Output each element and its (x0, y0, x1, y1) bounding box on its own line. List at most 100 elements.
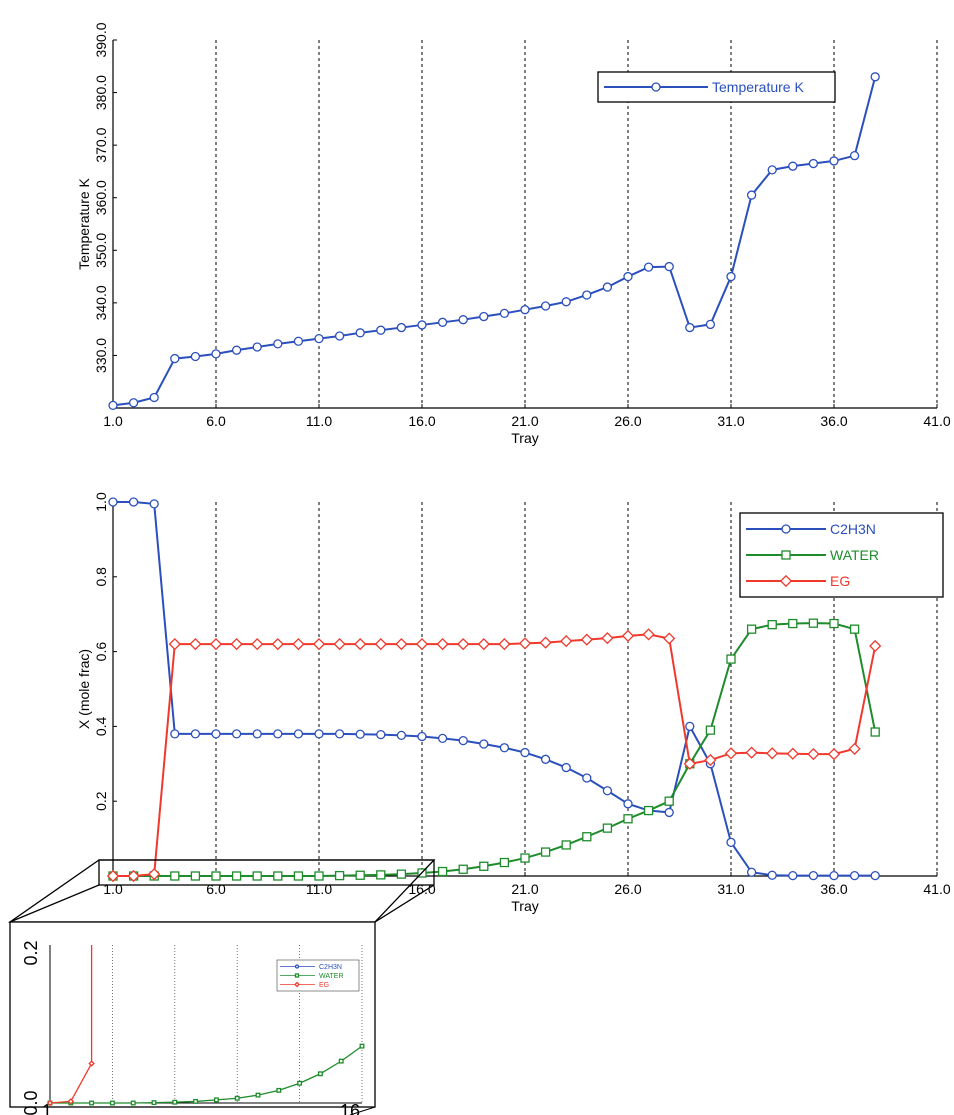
data-point (354, 638, 367, 651)
data-point (297, 1080, 303, 1086)
x-tick-label: 41.0 (923, 881, 950, 897)
data-point (477, 638, 490, 651)
data-point (540, 754, 551, 764)
zoom-projection-tail (349, 1106, 376, 1115)
data-point (685, 721, 695, 732)
data-point (457, 638, 470, 651)
data-point (788, 161, 798, 171)
data-point (560, 635, 573, 648)
data-point (437, 866, 448, 877)
data-point (664, 261, 674, 272)
data-point (396, 322, 407, 333)
x-tick-label: 11.0 (306, 881, 332, 897)
data-point (149, 499, 159, 509)
x-tick-label: 16 (340, 1101, 360, 1115)
data-point (602, 282, 613, 292)
data-point (582, 290, 592, 300)
data-point (458, 864, 468, 874)
data-point (190, 351, 201, 362)
data-point (338, 1058, 344, 1064)
legend-marker (779, 574, 793, 588)
data-point (67, 1098, 75, 1105)
data-point (190, 729, 201, 739)
data-point (151, 1100, 157, 1106)
data-point (292, 638, 305, 651)
data-point (109, 1100, 115, 1106)
legend-label-eg: EG (830, 573, 850, 589)
data-point (561, 840, 571, 850)
data-point (767, 870, 777, 880)
data-point (312, 638, 326, 651)
data-point (704, 753, 717, 767)
legend-label-temperature k: Temperature K (712, 79, 804, 95)
legend: Temperature K (597, 71, 836, 103)
data-point (437, 317, 448, 327)
data-point (808, 870, 819, 881)
x-tick-label: 21.0 (511, 413, 538, 429)
legend-marker (781, 524, 791, 534)
data-point (561, 762, 571, 773)
x-tick-label: 36.0 (820, 881, 847, 897)
data-point (355, 870, 365, 880)
y-tick-label: 340.0 (93, 285, 109, 320)
data-point (231, 871, 242, 881)
data-point (849, 151, 860, 161)
data-point (231, 729, 242, 739)
data-point (479, 861, 489, 871)
x-tick-label: 31.0 (717, 881, 744, 897)
data-point (849, 870, 860, 881)
zoom-projection-edge (9, 884, 100, 923)
x-tick-label: 1 (42, 1101, 52, 1115)
y-tick-label: 380.0 (93, 75, 109, 110)
data-point (273, 871, 283, 881)
legend-label-water: WATER (830, 547, 879, 563)
data-point (395, 638, 408, 651)
data-point (582, 832, 592, 842)
data-point (276, 1087, 282, 1093)
y-tick-label: 0.6 (93, 642, 109, 662)
y-tick-label: 0.0 (21, 1090, 41, 1115)
data-point (827, 747, 841, 761)
data-point (498, 638, 511, 651)
legend-marker (781, 550, 791, 560)
legend: C2H3N WATER EG (739, 512, 944, 598)
data-point (128, 398, 139, 408)
data-point (788, 618, 798, 629)
legend-label-c2h3n: C2H3N (830, 521, 876, 537)
data-point (396, 869, 407, 879)
data-point (89, 1100, 95, 1106)
composition-chart: 1.0 6.0 11.0 16.0 21.0 26.0 31.0 36.0 41.00.20.4… (76, 492, 951, 914)
data-point (209, 638, 223, 651)
data-point (518, 637, 532, 650)
y-axis-title: Temperature K (76, 177, 92, 269)
data-point (499, 743, 510, 753)
data-point (293, 729, 304, 739)
data-point (746, 867, 757, 877)
data-point (359, 1043, 365, 1049)
data-point (170, 729, 180, 739)
data-point (417, 731, 427, 742)
inset-zoom-chart: 1 16 0.0 0.2 C2H3N WATER EG (21, 940, 365, 1115)
series-line-water (50, 1045, 363, 1104)
y-tick-label: 0.8 (93, 567, 109, 587)
data-point (334, 729, 345, 739)
data-point (726, 837, 736, 847)
y-tick-label: 0.2 (21, 940, 41, 965)
legend-label-water: WATER (319, 973, 344, 980)
data-point (643, 805, 654, 816)
x-axis-title: Tray (511, 898, 538, 914)
data-point (623, 814, 633, 824)
data-point (685, 322, 695, 333)
data-point (602, 823, 613, 833)
data-point (602, 786, 613, 796)
data-point (172, 1099, 178, 1105)
data-point (458, 735, 468, 746)
legend-label-c2h3n: C2H3N (319, 964, 342, 971)
y-tick-label: 370.0 (93, 127, 109, 162)
data-point (870, 870, 880, 881)
data-point (479, 311, 489, 322)
data-point (705, 725, 716, 735)
series-line-temperature k (112, 76, 877, 407)
data-point (766, 747, 779, 760)
